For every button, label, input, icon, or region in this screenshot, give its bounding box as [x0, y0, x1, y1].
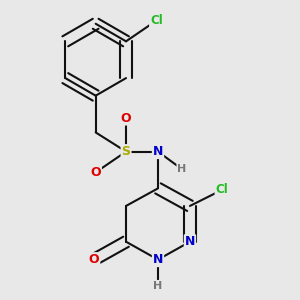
Text: H: H: [153, 281, 163, 291]
Text: O: O: [89, 253, 99, 266]
Text: N: N: [153, 145, 163, 158]
Text: O: O: [121, 112, 131, 124]
Text: Cl: Cl: [215, 183, 228, 196]
Text: N: N: [185, 235, 195, 248]
Text: N: N: [153, 253, 163, 266]
Text: Cl: Cl: [150, 14, 163, 27]
Text: S: S: [122, 145, 130, 158]
Text: H: H: [177, 164, 187, 174]
Text: O: O: [90, 166, 101, 179]
